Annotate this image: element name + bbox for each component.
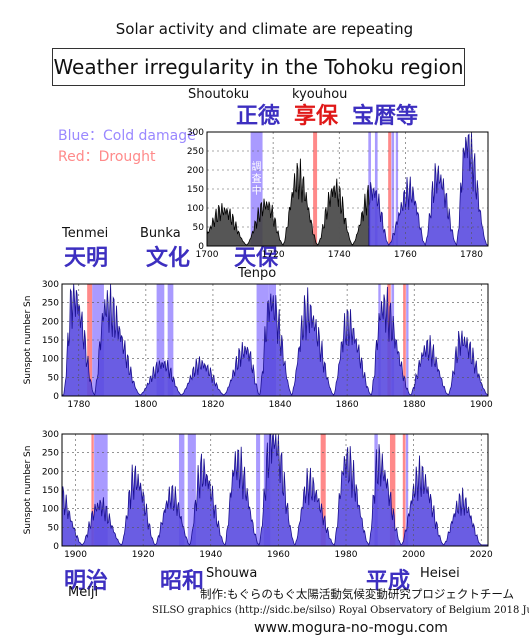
x-tick-label: 1820	[201, 400, 224, 410]
era-shoutoku-kanji: 正徳	[236, 104, 281, 129]
y-tick-label: 200	[42, 317, 59, 327]
band-cold-2	[368, 132, 371, 246]
y-tick-label: 150	[42, 486, 59, 496]
annotation-char: 調	[252, 160, 262, 173]
x-tick-label: 1940	[199, 550, 222, 560]
sunspot-area-early	[206, 158, 370, 247]
production-credit: 制作:もぐらのもぐ太陽活動気候変動研究プロジェクトチーム	[200, 587, 515, 601]
x-tick-label: 1780	[460, 250, 483, 260]
y-tick-label: 0	[198, 242, 204, 252]
band-cold-3	[167, 284, 174, 396]
x-tick-label: 2000	[402, 550, 425, 560]
annotation-char: 査	[252, 172, 262, 185]
era-meiji-kanji: 明治	[64, 569, 109, 594]
x-tick-label: 1920	[132, 550, 155, 560]
y-tick-label: 0	[53, 392, 59, 402]
y-tick-label: 250	[42, 449, 59, 459]
era-kyouhou-romaji: kyouhou	[292, 87, 348, 102]
data-source-credit: SILSO graphics (http://sidc.be/silso) Ro…	[152, 605, 529, 616]
era-heisei-romaji: Heisei	[420, 566, 460, 581]
y-tick-label: 300	[187, 128, 204, 138]
era-shouwa-kanji: 昭和	[160, 569, 205, 594]
era-tenpo-romaji: Tenpo	[238, 266, 277, 281]
y-tick-label: 200	[42, 467, 59, 477]
x-tick-label: 2020	[470, 550, 493, 560]
band-drought-4	[388, 132, 392, 246]
band-cold-2	[156, 284, 165, 396]
y-tick-label: 100	[187, 204, 204, 214]
x-tick-label: 1720	[262, 250, 285, 260]
legend-drought: Red：Drought	[58, 149, 156, 165]
x-tick-label: 1740	[328, 250, 351, 260]
era-bunka-romaji: Bunka	[140, 226, 181, 241]
sunspot-area	[61, 433, 489, 547]
y-axis-label: Sunspot number Sn	[23, 296, 33, 385]
era-shoutoku-romaji: Shoutoku	[188, 87, 250, 102]
y-tick-label: 50	[48, 523, 60, 533]
band-cold-2	[178, 434, 185, 546]
y-tick-label: 150	[42, 336, 59, 346]
y-tick-label: 200	[187, 166, 204, 176]
band-cold-3	[374, 132, 378, 246]
band-cold-0	[250, 132, 263, 246]
chart-title: Weather irregularity in the Tohoku regio…	[52, 48, 465, 86]
band-drought-9	[403, 284, 406, 396]
y-tick-label: 0	[53, 542, 59, 552]
era-bunka-kanji: 文化	[146, 246, 191, 271]
website-url[interactable]: www.mogura-no-mogu.com	[254, 620, 448, 636]
x-tick-label: 1960	[267, 550, 290, 560]
era-tenpo-kanji: 天保	[234, 246, 279, 271]
y-tick-label: 50	[48, 373, 60, 383]
band-cold-6	[395, 132, 399, 246]
x-tick-label: 1760	[394, 250, 417, 260]
x-tick-label: 1860	[336, 400, 359, 410]
plot-frame	[61, 433, 489, 547]
y-tick-label: 50	[193, 223, 205, 233]
plot-frame	[61, 283, 489, 397]
era-houreki-kanji: 宝暦等	[352, 104, 419, 129]
chart-panel-1896-2022: 1900 1920 1940 1960 1980 2000 2020 0 50 100 150 200…	[23, 430, 493, 560]
x-tick-label: 1700	[196, 250, 219, 260]
y-tick-label: 100	[42, 355, 59, 365]
headline: Solar activity and climate are repeating	[115, 20, 414, 38]
x-tick-label: 1880	[403, 400, 426, 410]
y-axis-label: Sunspot number Sn	[23, 446, 33, 535]
x-tick-label: 1840	[269, 400, 292, 410]
y-tick-label: 300	[42, 280, 59, 290]
x-tick-label: 1900	[470, 400, 493, 410]
era-shouwa-romaji: Shouwa	[206, 566, 258, 581]
sunspot-area	[61, 283, 489, 397]
era-kyouhou-kanji: 享保	[294, 104, 339, 129]
era-heisei-kanji: 平成	[366, 569, 411, 594]
x-tick-label: 1900	[64, 550, 87, 560]
chart-panel-1775-1902: 1780 1800 1820 1840 1860 1880 1900 0 50 100 150 200…	[23, 280, 493, 410]
band-drought-1	[313, 132, 318, 246]
x-tick-label: 1980	[335, 550, 358, 560]
y-tick-label: 150	[187, 185, 204, 195]
annotation-char: 中	[252, 184, 262, 197]
y-tick-label: 300	[42, 430, 59, 440]
band-cold-3	[187, 434, 196, 546]
x-tick-label: 1780	[67, 400, 90, 410]
x-tick-label: 1800	[134, 400, 157, 410]
legend-cold-damage: Blue：Cold damage	[58, 128, 196, 144]
sunspot-area	[368, 131, 489, 247]
era-tenmei-romaji: Tenmei	[62, 226, 109, 241]
plot-frame	[206, 131, 489, 247]
y-tick-label: 250	[42, 299, 59, 309]
band-drought-9	[402, 434, 406, 546]
era-tenmei-kanji: 天明	[64, 246, 109, 271]
y-tick-label: 250	[187, 147, 204, 157]
era-meiji-romaji: Meiji	[68, 585, 99, 600]
chart-panel-1700-1785: 1700 1720 1740 1760 1780 0 50 100 150 200 250 300 調査…	[187, 128, 489, 260]
y-tick-label: 100	[42, 505, 59, 515]
band-drought-0	[87, 284, 93, 396]
